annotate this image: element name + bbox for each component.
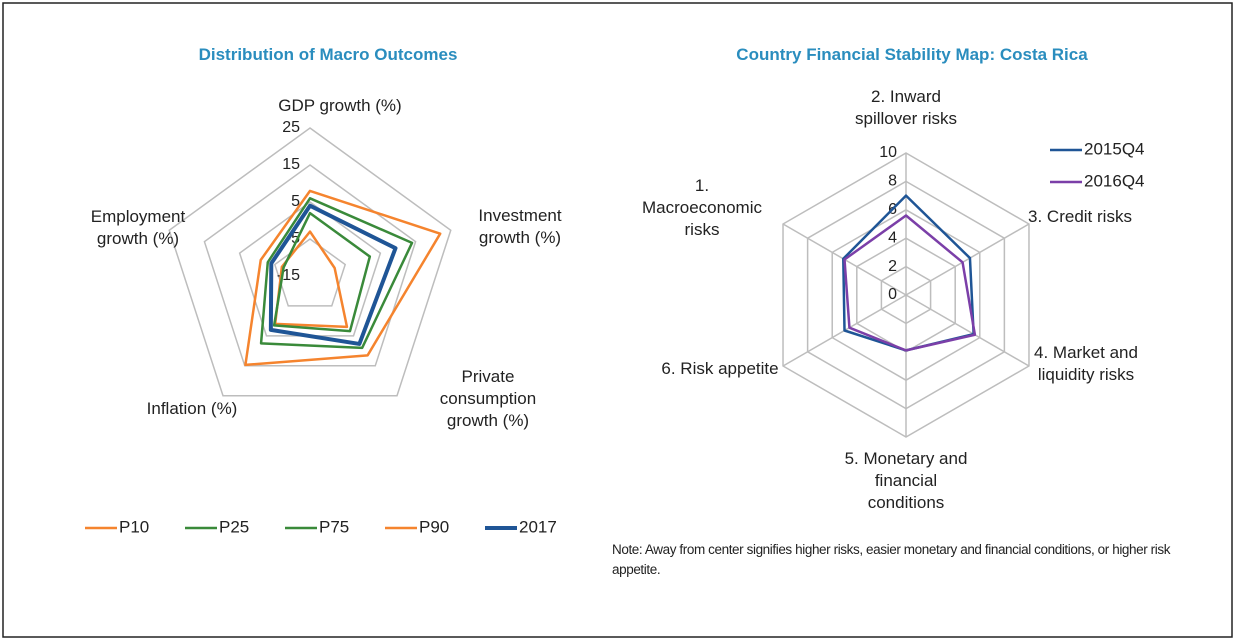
r-tick-label: 5 bbox=[291, 193, 300, 210]
axis-label: 2. Inward spillover risks bbox=[854, 87, 958, 128]
note: Note: Away from center signifies higher … bbox=[612, 542, 1171, 577]
legend-label: 2015Q4 bbox=[1084, 139, 1145, 158]
axis-label: Inflation (%) bbox=[146, 399, 238, 418]
r-tick-label: 8 bbox=[888, 173, 897, 190]
legend-label: 2016Q4 bbox=[1084, 171, 1145, 190]
axis-label: 5. Monetary and financial conditions bbox=[844, 449, 968, 512]
chart-title: Country Financial Stability Map: Costa R… bbox=[736, 45, 1088, 64]
grid-ring bbox=[168, 127, 452, 397]
grid-ring bbox=[273, 238, 347, 307]
r-tick-label: 25 bbox=[282, 119, 300, 136]
series-line bbox=[272, 211, 372, 333]
series-line bbox=[268, 203, 398, 346]
series-line bbox=[843, 214, 977, 352]
axis-label: Employment growth (%) bbox=[90, 207, 186, 248]
axis-label: 4. Market and liquidity risks bbox=[1034, 343, 1138, 384]
r-tick-label: 10 bbox=[879, 144, 897, 161]
r-tick-label: 2 bbox=[888, 258, 897, 275]
r-tick-label: 15 bbox=[282, 156, 300, 173]
axis-label: GDP growth (%) bbox=[278, 96, 402, 115]
axis-label: 1. Macroeconomic risks bbox=[642, 176, 762, 239]
legend-label: P10 bbox=[119, 517, 149, 536]
series-line bbox=[259, 197, 414, 350]
series-line bbox=[244, 189, 442, 367]
axis-label: 6. Risk appetite bbox=[661, 359, 779, 378]
grid-ring bbox=[203, 164, 417, 367]
r-tick-label: 0 bbox=[888, 286, 897, 303]
grid-ring bbox=[238, 201, 382, 337]
legend-label: P25 bbox=[219, 517, 249, 536]
legend-label: P90 bbox=[419, 517, 449, 536]
legend-label: 2017 bbox=[519, 517, 557, 536]
chart-title: Distribution of Macro Outcomes bbox=[198, 45, 458, 64]
axis-label: Private consumption growth (%) bbox=[439, 367, 537, 430]
axis-label: 3. Credit risks bbox=[1028, 207, 1132, 226]
legend-label: P75 bbox=[319, 517, 349, 536]
axis-label: Investment growth (%) bbox=[478, 206, 562, 247]
spoke bbox=[905, 294, 1030, 367]
spoke bbox=[905, 223, 1030, 296]
r-tick-label: 4 bbox=[888, 229, 897, 246]
